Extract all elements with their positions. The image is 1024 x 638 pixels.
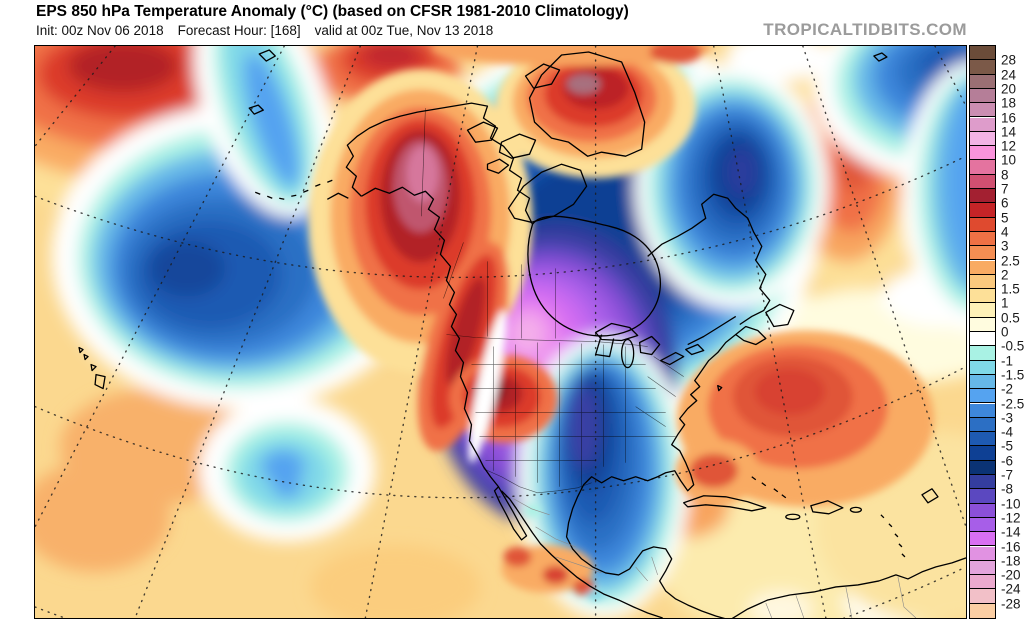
colorbar-label: -18 [1001,553,1021,569]
colorbar-segment [970,360,995,375]
colorbar-label: -1.5 [1001,367,1024,383]
colorbar-segment [970,74,995,89]
colorbar-segment [970,417,995,433]
colorbar-segment [970,575,995,590]
colorbar-label: -3 [1001,410,1014,426]
colorbar-segment [970,446,995,461]
colorbar-label: -6 [1001,453,1014,469]
colorbar-label: -1 [1001,353,1014,369]
colorbar-label: 10 [1001,152,1017,168]
colorbar-label: 0 [1001,324,1009,340]
colorbar-segment [970,374,995,390]
colorbar-label: -0.5 [1001,338,1024,354]
colorbar-segment [970,603,995,618]
colorbar-label: 16 [1001,110,1017,125]
colorbar-segment [970,546,995,561]
colorbar-segment [970,131,995,147]
colorbar-segment [970,532,995,547]
colorbar-label: -16 [1001,539,1021,554]
colorbar-segment [970,103,995,118]
colorbar-segment [970,589,995,604]
colorbar-segment [970,346,995,361]
colorbar-segment [970,274,995,290]
colorbar-segment [970,88,995,104]
colorbar-segment [970,475,995,490]
colorbar-segment [970,160,995,175]
colorbar-segment [970,403,995,418]
colorbar-label: 14 [1001,124,1017,140]
colorbar-segment [970,489,995,504]
map-title: EPS 850 hPa Temperature Anomaly (°C) (ba… [36,3,629,20]
colorbar-label: -24 [1001,581,1021,597]
colorbar-label: -7 [1001,467,1014,483]
state-borders [421,108,684,494]
init-time: Init: 00z Nov 06 2018 [36,23,164,38]
map-subtitle: Init: 00z Nov 06 2018 Forecast Hour: [168… [36,23,507,38]
colorbar-segment [970,517,995,533]
colorbar-label: 4 [1001,224,1009,240]
colorbar-label: -2.5 [1001,396,1024,411]
coastlines [78,49,966,618]
anomaly-map [35,46,966,618]
colorbar-segment [970,332,995,347]
colorbar-label: 3 [1001,238,1009,254]
valid-time: valid at 00z Tue, Nov 13 2018 [314,23,494,38]
colorbar-label: -5 [1001,438,1014,454]
colorbar-segment [970,146,995,161]
colorbar-label: 0.5 [1001,310,1020,326]
colorbar-segment [970,317,995,332]
colorbar-label: 5 [1001,210,1009,226]
colorbar-label: 1 [1001,295,1009,311]
colorbar-segment [970,217,995,232]
map-frame [34,45,967,619]
colorbar-segment [970,432,995,447]
colorbar-label: 8 [1001,167,1009,183]
colorbar-segment [970,389,995,404]
colorbar-segment [970,189,995,204]
colorbar-label: 7 [1001,181,1009,197]
colorbar-label: 2.5 [1001,253,1020,268]
colorbar-segment [970,203,995,218]
colorbar-segment [970,246,995,261]
colorbar-segment [970,289,995,304]
country-borders [513,498,917,618]
colorbar-label: -12 [1001,510,1021,526]
colorbar-segment [970,260,995,275]
colorbar-label: -14 [1001,524,1021,540]
colorbar-label: -20 [1001,567,1021,583]
colorbar-segment [970,303,995,318]
colorbar-segment [970,117,995,132]
colorbar-label: 28 [1001,52,1017,68]
colorbar-label: -4 [1001,424,1014,440]
colorbar-label: 18 [1001,95,1017,111]
colorbar-segment [970,503,995,518]
colorbar-label: 12 [1001,138,1017,154]
colorbar-label: 2 [1001,267,1009,283]
colorbar-segment [970,560,995,576]
colorbar-label: -28 [1001,596,1021,612]
colorbar-label: 6 [1001,195,1009,211]
colorbar-segment [970,460,995,475]
colorbar-segment [970,46,995,61]
colorbar-segment [970,60,995,75]
colorbar-label: 1.5 [1001,281,1020,297]
forecast-hour: Forecast Hour: [168] [177,23,301,38]
colorbar-segment [970,174,995,189]
watermark: TROPICALTIDBITS.COM [763,20,967,39]
graticule [35,46,966,618]
colorbar: 28 24 20 18 16 14 12 10 8 7 6 5 4 3 2.5 2 1.5 1 0.5 0 -0.5 -1… [969,45,1024,619]
colorbar-label: -2 [1001,381,1014,397]
colorbar-label: -8 [1001,481,1014,497]
colorbar-label: -10 [1001,496,1021,512]
colorbar-segment [970,231,995,247]
colorbar-label: 24 [1001,67,1017,83]
colorbar-label: 20 [1001,81,1017,97]
